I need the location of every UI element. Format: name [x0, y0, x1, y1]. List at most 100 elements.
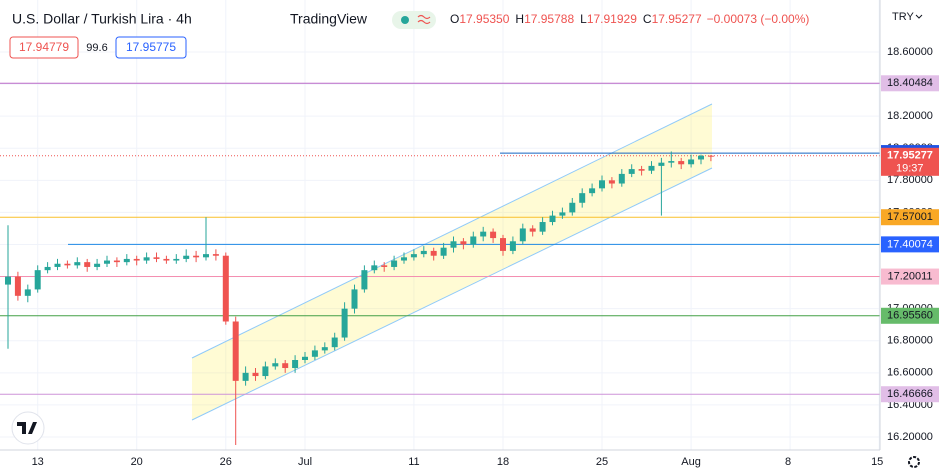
- level-label-bg: [881, 268, 939, 285]
- y-tick-label: 18.60000: [887, 46, 933, 58]
- x-tick-label: 25: [596, 456, 608, 468]
- time-axis: [0, 450, 880, 474]
- status-wave: [417, 14, 431, 25]
- candle-body: [559, 212, 566, 216]
- candle-body: [203, 254, 209, 258]
- level-label: 18.40484: [887, 77, 933, 89]
- candle-body: [262, 366, 269, 377]
- axis-labels: 16.2000016.4000016.6000016.8000017.00000…: [32, 46, 939, 468]
- currency-caret: [915, 14, 923, 19]
- level-label-bg: [881, 209, 939, 226]
- current-price-bg: [881, 147, 939, 176]
- candle-body: [470, 236, 477, 245]
- candle-body: [678, 161, 685, 165]
- level-label: 16.95560: [887, 310, 933, 322]
- candle-body: [480, 231, 487, 237]
- countdown: 19:37: [896, 163, 924, 175]
- candle-body: [282, 363, 289, 369]
- candle-body: [658, 162, 665, 166]
- current-price: 17.95277: [887, 150, 933, 162]
- candle-body: [193, 255, 200, 258]
- candle-body: [104, 260, 110, 264]
- candle-body: [391, 260, 398, 267]
- candle-body: [519, 228, 526, 242]
- candle-body: [272, 363, 279, 367]
- candle-body: [608, 180, 615, 184]
- candle-body: [579, 193, 586, 203]
- candle-body: [430, 250, 437, 256]
- candle-body: [648, 165, 655, 171]
- candle-body: [549, 215, 556, 223]
- candle-body: [24, 289, 31, 296]
- candle-body: [113, 260, 120, 263]
- candle-body: [460, 241, 467, 245]
- y-tick-label: 17.80000: [887, 174, 933, 186]
- x-tick-label: Aug: [681, 456, 701, 468]
- candle-body: [450, 241, 457, 248]
- candle-body: [173, 258, 180, 261]
- status-dot: [401, 16, 409, 24]
- bid-box[interactable]: [9, 36, 79, 59]
- bid: 17.94779: [19, 40, 69, 54]
- candle-body: [133, 258, 140, 261]
- brand: TradingView: [290, 11, 368, 27]
- candle-body: [410, 254, 417, 258]
- level-label-bg: [881, 386, 939, 403]
- candle-body: [302, 356, 308, 360]
- ohlc-key: C: [643, 12, 652, 26]
- y-tick-label: 18.20000: [887, 110, 933, 122]
- x-tick-label: 11: [408, 456, 419, 468]
- x-tick-label: 26: [220, 456, 232, 468]
- y-tick-label: 16.20000: [887, 431, 933, 443]
- candle-body: [14, 276, 21, 296]
- spread: 99.6: [86, 42, 107, 54]
- ohlc-value: 17.95277: [652, 12, 702, 26]
- ohlc-key: H: [515, 12, 524, 26]
- candle-body: [252, 372, 259, 377]
- candle-body: [589, 188, 596, 194]
- candle-body: [44, 266, 51, 271]
- logo-bg: [11, 411, 45, 445]
- ohlc-header: O17.95350 H17.95788 L17.91929 C17.95277 −0.0…: [450, 12, 809, 26]
- candle-body: [440, 247, 447, 256]
- logo: [17, 422, 37, 434]
- chart-title: U.S. Dollar / Turkish Lira · 4h: [12, 11, 192, 27]
- candle-body: [123, 258, 130, 263]
- candles: [5, 151, 714, 446]
- currency[interactable]: TRY: [892, 11, 914, 23]
- ohlc-change: −0.00073 (−0.00%): [707, 12, 810, 26]
- candle-body: [54, 263, 61, 267]
- x-tick-label: 20: [131, 456, 143, 468]
- candle-body: [222, 255, 229, 322]
- candle-body: [232, 321, 239, 381]
- ask-box[interactable]: [115, 36, 187, 59]
- ohlc-value: 17.95788: [524, 12, 574, 26]
- candle-body: [64, 263, 71, 266]
- candle-body: [688, 159, 695, 165]
- x-tick-label: 8: [785, 456, 791, 468]
- x-tick-label: 13: [32, 456, 44, 468]
- candle-body: [163, 258, 170, 261]
- candle-body: [539, 222, 546, 232]
- candle-body: [242, 372, 249, 381]
- candle-body: [401, 257, 407, 261]
- candle-body: [341, 308, 348, 338]
- ohlc-key: L: [580, 12, 587, 26]
- status-pill[interactable]: [392, 11, 436, 29]
- channel-lower: [191, 167, 713, 421]
- candle-body: [618, 173, 625, 184]
- x-tick-label: 15: [871, 456, 883, 468]
- ohlc-key: O: [450, 12, 459, 26]
- settings-icon[interactable]: [908, 456, 920, 468]
- candle-body: [331, 337, 338, 348]
- candle-body: [143, 257, 150, 261]
- candle-body: [490, 231, 497, 239]
- candle-body: [668, 161, 675, 163]
- candle-body: [34, 270, 41, 290]
- candle-body: [529, 228, 536, 232]
- candle-body: [94, 263, 101, 267]
- candle-body: [311, 350, 318, 357]
- x-tick-label: 18: [497, 456, 509, 468]
